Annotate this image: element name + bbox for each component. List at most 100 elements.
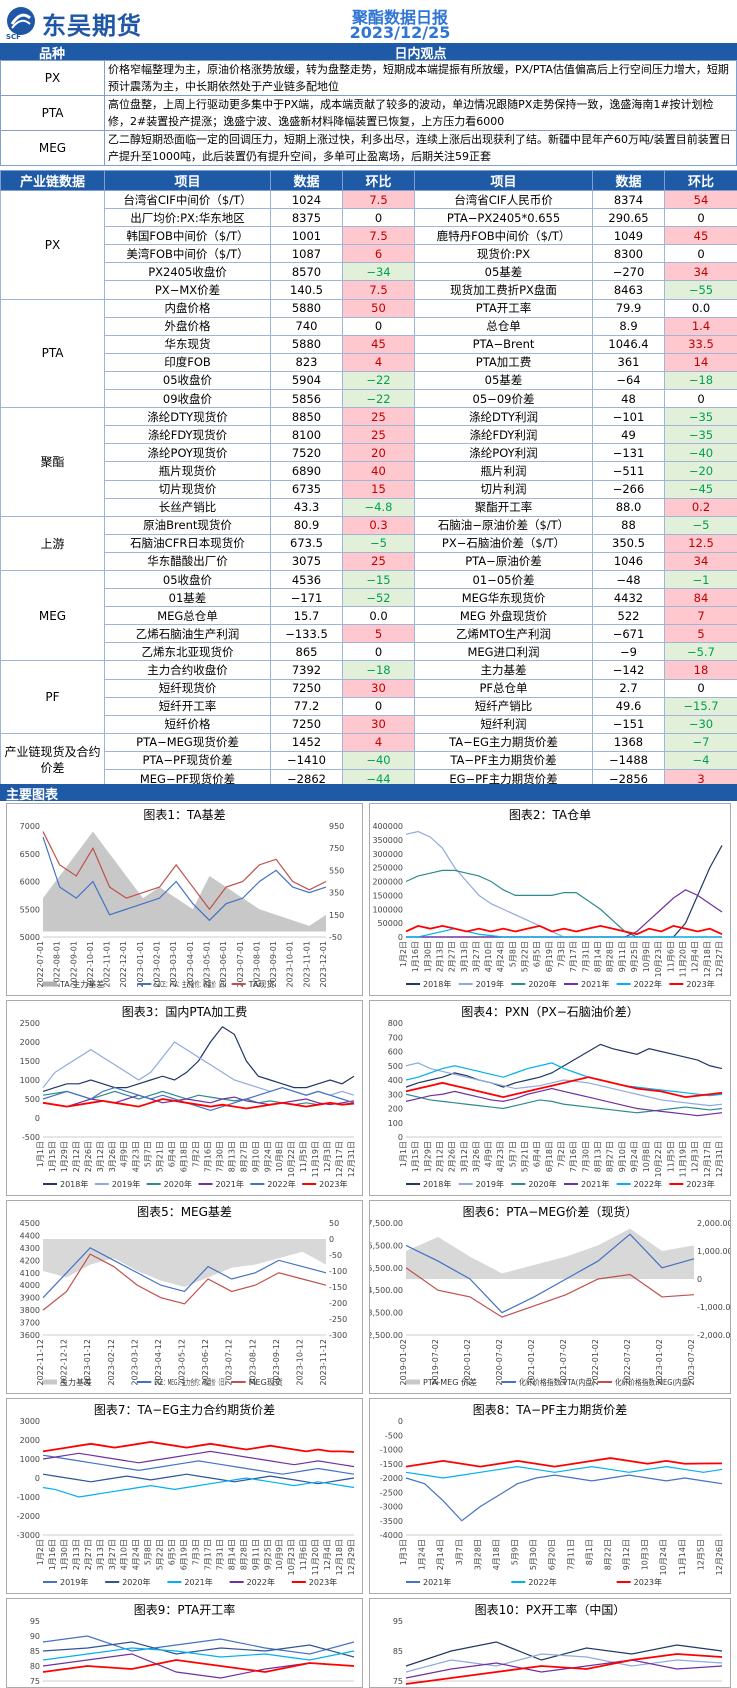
y-tick-label: -3500: [380, 1517, 403, 1526]
view-label: PX: [1, 61, 105, 96]
value-cell: 673.5: [271, 534, 343, 552]
y-tick-label: 2,500.00: [370, 1331, 403, 1340]
x-tick-label: 3月13日: [460, 941, 469, 972]
x-tick-label: 3月26日: [108, 1141, 117, 1172]
item-cell: 涤纶DTY现货价: [105, 408, 271, 426]
views-table: PX 价格窄幅整理为主，原油价格涨势放缓，转为盘整走势，短期成本端提振有所放缓，…: [0, 60, 737, 166]
legend-label: MEG现货: [249, 1377, 283, 1387]
x-tick-label: 2月14日: [436, 1539, 445, 1570]
x-tick-label: 4月9日: [120, 1141, 129, 1167]
view-text: 高位盘整，上周上行驱动更多集中于PX端，成本端贡献了较多的波动，单边情况跟随PX…: [105, 96, 737, 131]
item-cell: 05−09价差: [415, 390, 593, 408]
change-cell: 12.5: [665, 534, 737, 552]
item-cell: 总仓单: [415, 317, 593, 335]
y-tick-label: 85: [393, 1647, 403, 1656]
x-tick-label: 1月16日: [48, 1539, 57, 1570]
chart-svg: 4000003500003000002500002000001500001000…: [370, 820, 730, 995]
y-tick-label: 600: [388, 1048, 403, 1057]
x-tick-label: 6月5日: [168, 1539, 177, 1565]
y-tick-label: 0: [398, 1133, 403, 1142]
item-cell: 涤纶POY现货价: [105, 444, 271, 462]
x-tick-label: 2022-12-01: [119, 941, 128, 988]
value-cell: 5880: [271, 335, 343, 353]
chart-svg: 70006500600055005000950750550350150-5020…: [7, 820, 362, 995]
change-cell: 0: [343, 209, 415, 227]
value-cell: −270: [593, 263, 665, 281]
x-tick-label: 2023-12-01: [319, 941, 328, 988]
change-cell: 30: [343, 679, 415, 697]
x-tick-label: 5月7日: [508, 1141, 517, 1167]
value-cell: 1046.4: [593, 335, 665, 353]
report-header: 东吴期货 SCF 聚酯数据日报 2023/12/25: [0, 0, 737, 42]
x-tick-label: 10月22日: [287, 1141, 296, 1177]
series-line: [406, 1475, 722, 1521]
y-tick-label: 3800: [20, 1306, 40, 1315]
value-cell: 8463: [593, 281, 665, 299]
y-tick-label: 100000: [372, 905, 403, 914]
item-cell: TA−EG主力期货价差: [415, 733, 593, 751]
x-tick-label: 1月16日: [411, 941, 420, 972]
view-row-meg: MEG 乙二醇短期恐面临一定的回调压力，短期上涨过快，利多出尽，连续上涨后出现获…: [1, 131, 737, 166]
y-tick-label: 300: [388, 1090, 403, 1099]
legend-label: 2022年: [634, 1179, 662, 1189]
y-right-tick-label: -150: [329, 1283, 347, 1292]
view-text: 乙二醇短期恐面临一定的回调压力，短期上涨过快，利多出尽，连续上涨后出现获利了结。…: [105, 131, 737, 166]
change-cell: −18: [343, 661, 415, 679]
value-cell: 48: [593, 390, 665, 408]
value-cell: −1488: [593, 751, 665, 769]
x-tick-label: 12月4日: [691, 941, 700, 972]
chart-svg: 95 85 75: [370, 1615, 730, 1687]
x-tick-label: 12月17日: [335, 1141, 344, 1177]
legend-label: 2021年: [184, 1577, 212, 1587]
value-cell: 77.2: [271, 697, 343, 715]
category-cell: PX: [1, 191, 105, 300]
x-tick-label: 1月15日: [411, 1141, 420, 1172]
y-tick-label: 3000: [20, 1417, 40, 1426]
value-cell: 79.9: [593, 299, 665, 317]
x-tick-label: 6月4日: [168, 1141, 177, 1167]
x-tick-label: 11月19日: [679, 1141, 688, 1177]
change-cell: 0: [343, 317, 415, 335]
legend-label: 2023年: [634, 1577, 662, 1587]
x-tick-label: 12月18日: [703, 941, 712, 977]
legend-label: CZCE：PTA：主力合约：收盘价（日）: [154, 979, 228, 989]
x-tick-label: 9月10日: [618, 1141, 627, 1172]
x-tick-label: 12月29日: [347, 1539, 356, 1575]
item-cell: 石脑油−原油价差（$/T）: [415, 516, 593, 534]
x-tick-label: 1月30日: [423, 941, 432, 972]
change-cell: 25: [343, 552, 415, 570]
y-tick-label: 2000: [20, 1038, 40, 1047]
y-right-tick-label: 0: [329, 1235, 334, 1244]
x-tick-label: 2月26日: [84, 1141, 93, 1172]
category-cell: MEG: [1, 570, 105, 660]
y-tick-label: 250000: [372, 864, 403, 873]
change-cell: −52: [343, 589, 415, 607]
change-cell: −5: [665, 516, 737, 534]
item-cell: PTA−MEG现货价差: [105, 733, 271, 751]
y-tick-label: 75: [393, 1677, 403, 1686]
change-cell: 45: [665, 227, 737, 245]
x-tick-label: 5月22日: [521, 941, 530, 972]
change-cell: 0.3: [343, 516, 415, 534]
y-tick-label: 800: [388, 1019, 403, 1028]
x-tick-label: 10月22日: [654, 1141, 663, 1177]
series-line: [43, 1442, 354, 1452]
x-tick-label: 12月26日: [715, 1539, 724, 1575]
value-cell: 140.5: [271, 281, 343, 299]
x-tick-label: 1月2日: [36, 1539, 45, 1565]
y-tick-label: 0: [35, 1474, 40, 1483]
x-tick-label: 10月9日: [642, 941, 651, 972]
legend-label: DCE：MEG：主力合约：收盘价（日）: [154, 1377, 228, 1387]
legend-label: 2018年: [423, 1179, 451, 1189]
x-tick-label: 3月12日: [96, 1141, 105, 1172]
item-cell: 瓶片利润: [415, 462, 593, 480]
item-cell: 美湾FOB中间价（$/T）: [105, 245, 271, 263]
th-change-2: 环比: [665, 171, 737, 191]
series-line: [43, 1451, 354, 1466]
item-cell: 原油Brent现货价: [105, 516, 271, 534]
y-tick-label: 95: [393, 1617, 403, 1626]
